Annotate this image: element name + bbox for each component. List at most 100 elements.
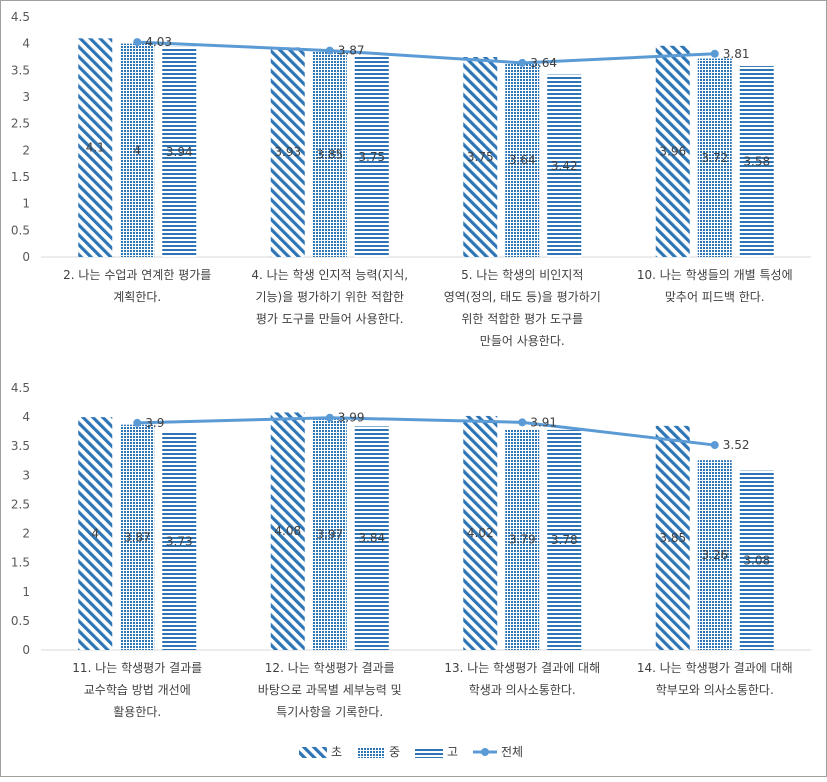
category-label-line: 13. 나는 학생평가 결과에 대해 — [444, 661, 600, 675]
bar-고 — [162, 432, 197, 650]
category-label-line: 계획한다. — [113, 290, 161, 304]
series-line-전체 — [137, 40, 715, 65]
line-data-label: 3.99 — [338, 411, 365, 425]
line-marker — [710, 49, 719, 58]
charts-layer: 00.511.522.533.544.54.1 3.93 3.75 3.964 3.85… — [11, 10, 811, 719]
category-label-line: 4. 나는 학생 인지적 능력(지식, — [251, 268, 408, 282]
legend-label: 전체 — [501, 745, 523, 759]
y-tick-label: 3.5 — [11, 63, 30, 77]
y-tick-label: 4.5 — [11, 10, 30, 24]
category-label-line: 위한 적합한 평가 도구를 — [461, 312, 583, 326]
bar-중 — [697, 58, 732, 257]
y-tick-label: 3 — [22, 90, 30, 104]
category-label-line: 만들어 사용한다. — [480, 334, 565, 348]
legend-item-mid: 중 — [357, 745, 400, 759]
y-tick-label: 2.5 — [11, 497, 30, 511]
bar-고 — [547, 429, 582, 650]
bar-data-label: 3.96 — [659, 144, 686, 158]
category-label: 4. 나는 학생 인지적 능력(지식, 기능)을 평가하기 위한 적합한 평가 도구… — [251, 268, 408, 326]
category-label-line: 맞추어 피드백 한다. — [665, 290, 765, 304]
bar-data-label: 3.93 — [274, 145, 301, 159]
bar-고 — [354, 426, 389, 650]
category-label-line: 5. 나는 학생의 비인지적 — [461, 268, 583, 282]
bar-data-label: 3.78 — [551, 533, 578, 547]
category-label-line: 11. 나는 학생평가 결과를 — [72, 661, 202, 675]
bar-data-label: 3.73 — [166, 534, 193, 548]
bar-data-label: 3.94 — [166, 145, 193, 159]
y-tick-label: 2 — [22, 527, 30, 541]
bar-data-label: 4 — [133, 143, 141, 157]
bar-중 — [312, 51, 347, 257]
y-tick-label: 0 — [22, 643, 30, 657]
bar-data-label: 3.97 — [316, 527, 343, 541]
category-label: 14. 나는 학생평가 결과에 대해 학부모와 의사소통한다. — [637, 661, 793, 697]
bar-data-label: 3.58 — [743, 155, 770, 169]
legend-swatch — [357, 747, 385, 758]
category-label-line: 활용한다. — [113, 705, 161, 719]
bar-data-label: 3.42 — [551, 159, 578, 173]
legend-label: 고 — [447, 745, 458, 759]
line-data-label: 4.03 — [145, 35, 172, 49]
legend-swatch-marker — [481, 748, 489, 756]
category-label-line: 특기사항을 기록한다. — [276, 705, 383, 719]
category-label-line: 영역(정의, 태도 등)을 평가하기 — [444, 290, 601, 304]
y-tick-label: 1.5 — [11, 556, 30, 570]
category-label-line: 평가 도구를 만들어 사용한다. — [256, 312, 404, 326]
y-tick-label: 3 — [22, 468, 30, 482]
bar-data-label: 3.75 — [358, 150, 385, 164]
bar-고 — [547, 74, 582, 257]
bar-data-label: 3.08 — [743, 553, 770, 567]
legend-label: 중 — [389, 745, 400, 759]
bar-중 — [505, 429, 540, 650]
line-data-label: 3.87 — [338, 44, 365, 58]
bar-data-label: 3.75 — [467, 150, 494, 164]
y-tick-label: 4.5 — [11, 381, 30, 395]
bar-data-label: 3.79 — [509, 533, 536, 547]
bar-중 — [120, 424, 155, 650]
bar-초 — [655, 425, 690, 650]
category-label-line: 10. 나는 학생들의 개별 특성에 — [637, 268, 793, 282]
line-data-label: 3.64 — [530, 56, 557, 70]
legend-label: 초 — [331, 745, 342, 759]
line-data-label: 3.52 — [723, 438, 750, 452]
line-marker — [325, 413, 334, 422]
bar-초 — [78, 417, 113, 650]
chart-panel-1: 0 0.5 1 1.5 2 2.5 3 3.5 4 4.5 4.1 3.93 3.75 3.96 4 3.85… — [11, 10, 811, 348]
bar-data-label: 3.87 — [124, 530, 151, 544]
legend-item-elem: 초 — [299, 745, 342, 759]
bar-초 — [463, 57, 498, 257]
bar-초 — [270, 412, 305, 650]
bar-초 — [655, 45, 690, 257]
series-line-전체 — [137, 416, 715, 447]
legend: 초 중 고 전체 — [299, 745, 523, 759]
y-tick-label: 0.5 — [11, 223, 30, 237]
bar-초 — [270, 47, 305, 258]
bar-중 — [120, 43, 155, 257]
bar-중 — [505, 62, 540, 257]
line-data-label: 3.9 — [145, 416, 164, 430]
line-marker — [133, 418, 142, 427]
bar-고 — [162, 46, 197, 257]
chart-panel-2: 0 0.5 1 1.5 2 2.5 3 3.5 4 4.5 4 4.08 4.02 3.85 3.87 3.9… — [11, 381, 811, 719]
bar-data-label: 4 — [91, 527, 99, 541]
bar-중 — [312, 418, 347, 650]
category-label: 2. 나는 수업과 연계한 평가를 계획한다. — [63, 268, 211, 304]
y-tick-label: 3.5 — [11, 439, 30, 453]
bar-초 — [463, 415, 498, 650]
y-tick-label: 4 — [22, 37, 30, 51]
bar-고 — [739, 66, 774, 257]
bar-data-label: 3.84 — [358, 531, 385, 545]
bar-고 — [739, 470, 774, 650]
category-label-line: 학생과 의사소통한다. — [469, 683, 576, 697]
line-data-label: 3.91 — [530, 415, 557, 429]
y-tick-label: 2.5 — [11, 117, 30, 131]
y-tick-label: 4 — [22, 410, 30, 424]
category-label-line: 교수학습 방법 개선에 — [84, 683, 191, 697]
line-marker — [325, 46, 334, 55]
legend-item-high: 고 — [415, 745, 458, 759]
category-label-line: 12. 나는 학생평가 결과를 — [265, 661, 395, 675]
legend-swatch — [299, 747, 327, 758]
